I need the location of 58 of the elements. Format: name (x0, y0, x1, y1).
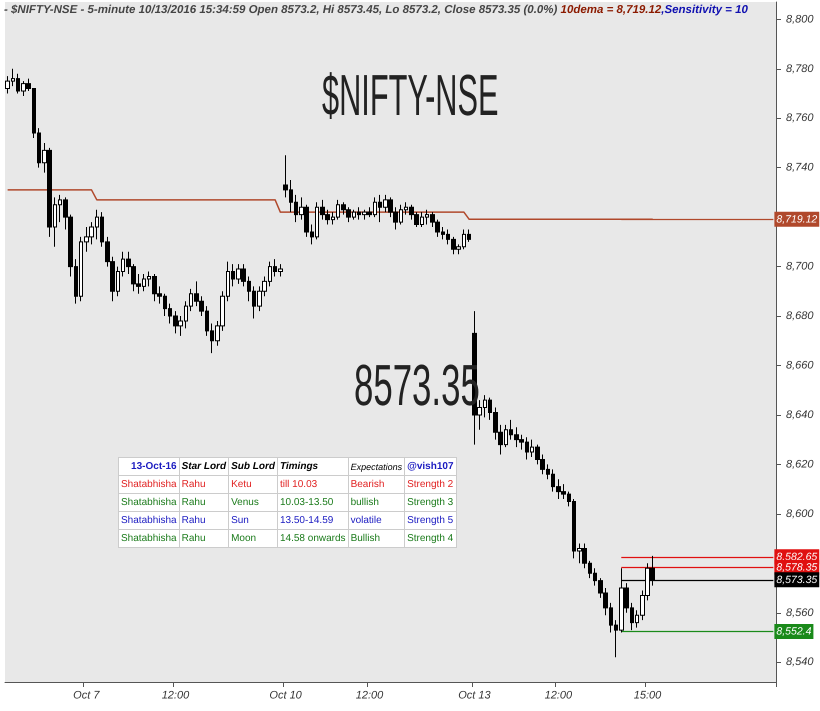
ref-line-label: 8,552.4 (776, 626, 812, 638)
ref-line-label: 8,582.65 (776, 550, 818, 563)
annotation: 10.03-13.50 (277, 494, 348, 512)
annotation: Strength 3 (404, 494, 456, 512)
annotation: Bearish (348, 476, 405, 494)
y-tick-label: 8,660 (786, 359, 814, 372)
annotation: 13-Oct-16 (118, 458, 180, 476)
annotation: Expectations (348, 458, 405, 476)
x-tick-label: 12:00 (544, 690, 573, 702)
x-tick-label: 12:00 (162, 690, 190, 702)
y-tick-label: 8,560 (786, 606, 814, 619)
annotation: Rahu (179, 476, 229, 494)
annotation: 13.50-14.59 (277, 512, 348, 530)
annotation: Strength 2 (404, 476, 456, 494)
text: $NIFTY-NSE (322, 62, 499, 129)
annotation: Shatabhisha (118, 494, 180, 512)
y-tick-label: 8,680 (786, 310, 814, 322)
annotation: Shatabhisha (118, 530, 180, 548)
annotation: Bullish (348, 530, 405, 548)
x-tick-label: Oct 10 (269, 690, 303, 702)
annotation: Rahu (179, 530, 229, 548)
y-tick-label: 8,620 (786, 458, 814, 470)
annotation: Rahu (179, 512, 229, 530)
annotation: Shatabhisha (118, 476, 180, 494)
annotation: Rahu (179, 494, 229, 512)
y-tick-label: 8,700 (786, 260, 814, 273)
annotation: Ketu (228, 476, 278, 494)
y-tick-label: 8,760 (786, 112, 814, 124)
ref-line-label: 8,578.35 (776, 561, 818, 574)
y-tick-label: 8,600 (786, 508, 814, 520)
annotation: Shatabhisha (118, 512, 180, 530)
y-tick-label: 8,780 (786, 62, 814, 75)
annotation: bullish (348, 494, 405, 512)
chart-subtitle: - $NIFTY-NSE - 5-minute 10/13/2016 15:34:59 Open 8573.2, Hi 8573.45, Lo 8573.2, Close 8573.35 (0.0%) (4, 4, 558, 16)
y-tick-label: 8,800 (786, 13, 814, 26)
annotation: Star Lord (179, 458, 229, 476)
x-tick-label: Oct 13 (458, 690, 492, 702)
annotation: 14.58 onwards (277, 530, 348, 548)
annotation: Moon (228, 530, 278, 548)
y-tick-label: 8,540 (786, 656, 814, 668)
y-tick-label: 8,640 (786, 408, 814, 421)
annotation: Timings (277, 458, 348, 476)
annotation: Strength 5 (404, 512, 456, 530)
annotation: volatile (348, 512, 405, 530)
y-tick-label: 8,740 (786, 162, 814, 174)
annotation: ,Sensitivity = 10 (661, 4, 748, 16)
annotation: 10dema = 8,719.12 (560, 4, 662, 16)
annotation: Sun (228, 512, 278, 530)
x-tick-label: Oct 7 (73, 690, 100, 702)
x-tick-label: 12:00 (356, 690, 384, 702)
annotation: Venus (228, 494, 278, 512)
ref-line-label: 8,573.35 (776, 574, 818, 586)
annotation: till 10.03 (277, 476, 348, 494)
annotation: @vish107 (404, 458, 456, 476)
annotation: Strength 4 (404, 530, 456, 548)
annotation: Sub Lord (228, 458, 278, 476)
ref-line-label: 8,719.12 (776, 213, 818, 226)
x-tick-label: 15:00 (634, 690, 662, 702)
